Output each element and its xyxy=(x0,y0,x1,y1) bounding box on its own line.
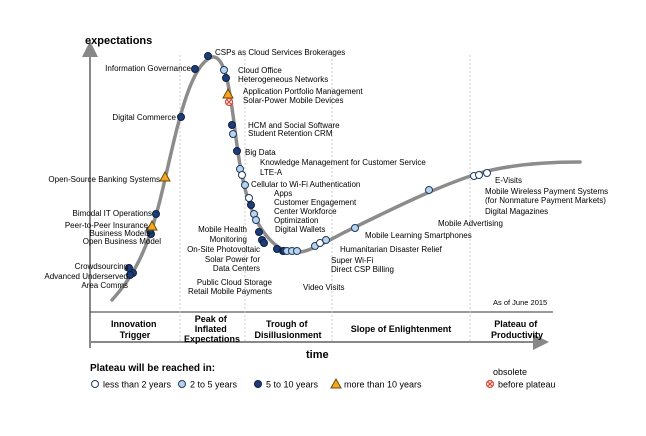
data-label-mobile-wireless-payment-systems: Mobile Wireless Payment Systems xyxy=(485,187,608,196)
data-point-mobile-wireless-payment-systems xyxy=(475,171,483,179)
data-label-knowledge-management-for-customer-service: Knowledge Management for Customer Servic… xyxy=(260,158,426,167)
legend-title: Plateau will be reached in: xyxy=(90,363,215,374)
data-label-optimization: Optimization xyxy=(274,216,318,225)
phase-peak: Peak of Inflated Expectations xyxy=(184,314,240,344)
data-label-humanitarian-disaster-relief: Humanitarian Disaster Relief xyxy=(340,245,443,254)
data-label-center-workforce: Center Workforce xyxy=(274,207,337,216)
data-label-student-retention-crm: Student Retention CRM xyxy=(248,129,333,138)
data-point-lte-a xyxy=(238,171,246,179)
data-label-big-data: Big Data xyxy=(245,148,276,157)
legend-marker-2to5 xyxy=(178,380,186,388)
legend-label-gt10: more than 10 years xyxy=(344,380,422,390)
data-point-student-retention-crm xyxy=(229,130,237,138)
data-label-retail-mobile-payments: Retail Mobile Payments xyxy=(188,287,272,296)
data-point-solar-power-mobile-devices-cross xyxy=(226,99,232,105)
data-label-mobile-advertising: Mobile Advertising xyxy=(438,219,503,228)
data-point-bimodal-it-operations xyxy=(152,210,160,218)
data-label-cellular-to-wi-fi-authentication: Cellular to Wi-Fi Authentication xyxy=(251,180,360,189)
data-label-heterogeneous-networks: Heterogeneous Networks xyxy=(238,75,328,84)
as-of-note: As of June 2015 xyxy=(493,298,547,307)
data-label-csps-as-cloud-services-brokerages: CSPs as Cloud Services Brokerages xyxy=(215,48,345,57)
data-point-monitoring xyxy=(260,239,268,247)
data-label-apps: Apps xyxy=(274,189,292,198)
legend-label-obs: obsolete xyxy=(493,367,527,377)
data-label-application-portfolio-management: Application Portfolio Management xyxy=(243,87,363,96)
phase-innovation-trigger: Innovation Trigger xyxy=(111,319,159,340)
data-label-video-visits: Video Visits xyxy=(303,283,345,292)
legend-marker-5to10 xyxy=(254,380,262,388)
data-label-business-models: Business Models xyxy=(90,229,150,238)
data-label-cloud-office: Cloud Office xyxy=(238,66,282,75)
data-point-mobile-advertising xyxy=(425,186,433,194)
data-label-data-centers: Data Centers xyxy=(213,264,260,273)
data-point-digital-commerce xyxy=(177,113,185,121)
y-axis-title: expectations xyxy=(85,35,152,47)
data-label-solar-power-for: Solar Power for xyxy=(205,255,260,264)
data-label-super-wi-fi: Super Wi-Fi xyxy=(331,256,373,265)
data-label-digital-commerce: Digital Commerce xyxy=(112,113,176,122)
data-point-e-visits xyxy=(483,169,491,177)
legend: Plateau will be reached in: less than 2 … xyxy=(90,363,556,390)
phase-trough: Trough of Disillusionment xyxy=(254,319,321,340)
data-label-advanced-underserved: Advanced Underserved xyxy=(44,272,128,281)
data-label-monitoring: Monitoring xyxy=(210,235,247,244)
data-point-hcm-and-social-software xyxy=(228,121,236,129)
data-label-open-source-banking-systems: Open-Source Banking Systems xyxy=(48,175,160,184)
data-label-customer-engagement: Customer Engagement xyxy=(274,198,357,207)
data-point-application-portfolio-management xyxy=(222,87,234,99)
legend-marker-gt10 xyxy=(330,377,342,389)
data-label-bimodal-it-operations: Bimodal IT Operations xyxy=(73,209,152,218)
data-label-mobile-health: Mobile Health xyxy=(198,225,247,234)
data-label-solar-power-mobile-devices: Solar-Power Mobile Devices xyxy=(243,96,343,105)
data-point-cloud-office xyxy=(220,66,228,74)
data-label-on-site-photovoltaic: On-Site Photovoltaic xyxy=(187,245,260,254)
data-label-mobile-learning-smartphones: Mobile Learning Smartphones xyxy=(365,231,472,240)
data-point-customer-engagement xyxy=(247,201,255,209)
legend-label-5to10: 5 to 10 years xyxy=(266,380,319,390)
data-point-apps xyxy=(245,194,253,202)
data-point-mobile-learning-smartphones xyxy=(351,224,359,232)
data-point-cellular-to-wi-fi-authentication xyxy=(241,181,249,189)
data-label-hcm-and-social-software: HCM and Social Software xyxy=(248,121,340,130)
data-label-lte-a: LTE-A xyxy=(260,168,283,177)
legend-items: less than 2 years 2 to 5 years 5 to 10 yea… xyxy=(91,367,556,390)
data-point-video-visits xyxy=(293,247,301,255)
phase-slope: Slope of Enlightenment xyxy=(351,324,452,334)
data-point-digital-wallets xyxy=(255,228,263,236)
legend-label-lt2: less than 2 years xyxy=(103,380,172,390)
data-label-e-visits: E-Visits xyxy=(495,176,522,185)
data-point-humanitarian-disaster-relief xyxy=(322,236,330,244)
data-label-open-business-model: Open Business Model xyxy=(83,237,161,246)
data-point-optimization xyxy=(252,216,260,224)
legend-label-2to5: 2 to 5 years xyxy=(190,380,238,390)
data-point-crowdsourcing xyxy=(125,264,133,272)
data-label-digital-wallets: Digital Wallets xyxy=(275,225,325,234)
data-point-open-source-banking-systems xyxy=(159,170,171,182)
data-point-heterogeneous-networks xyxy=(222,74,230,82)
data-label-information-governance: Information Governance xyxy=(105,64,191,73)
data-point-information-governance xyxy=(191,65,199,73)
x-axis-title: time xyxy=(306,349,329,361)
data-label-public-cloud-storage: Public Cloud Storage xyxy=(197,278,273,287)
phase-plateau: Plateau of Productivity xyxy=(491,319,543,340)
data-point-csps-as-cloud-services-brokerages xyxy=(204,52,212,60)
data-label-for-nonmature-payment-markets: (for Nonmature Payment Markets) xyxy=(485,196,606,205)
data-label-digital-magazines: Digital Magazines xyxy=(485,207,548,216)
data-point-peer-to-peer-insurance xyxy=(146,219,158,231)
data-label-direct-csp-billing: Direct CSP Billing xyxy=(331,265,394,274)
legend-marker-obs-cross xyxy=(487,381,493,387)
legend-label-obs: before plateau xyxy=(498,380,556,390)
data-label-peer-to-peer-insurance: Peer-to-Peer Insurance xyxy=(65,221,149,230)
data-point-big-data xyxy=(233,147,241,155)
legend-marker-lt2 xyxy=(91,380,99,388)
data-label-crowdsourcing: Crowdsourcing xyxy=(75,262,128,271)
data-label-area-comms: Area Comms xyxy=(81,281,128,290)
